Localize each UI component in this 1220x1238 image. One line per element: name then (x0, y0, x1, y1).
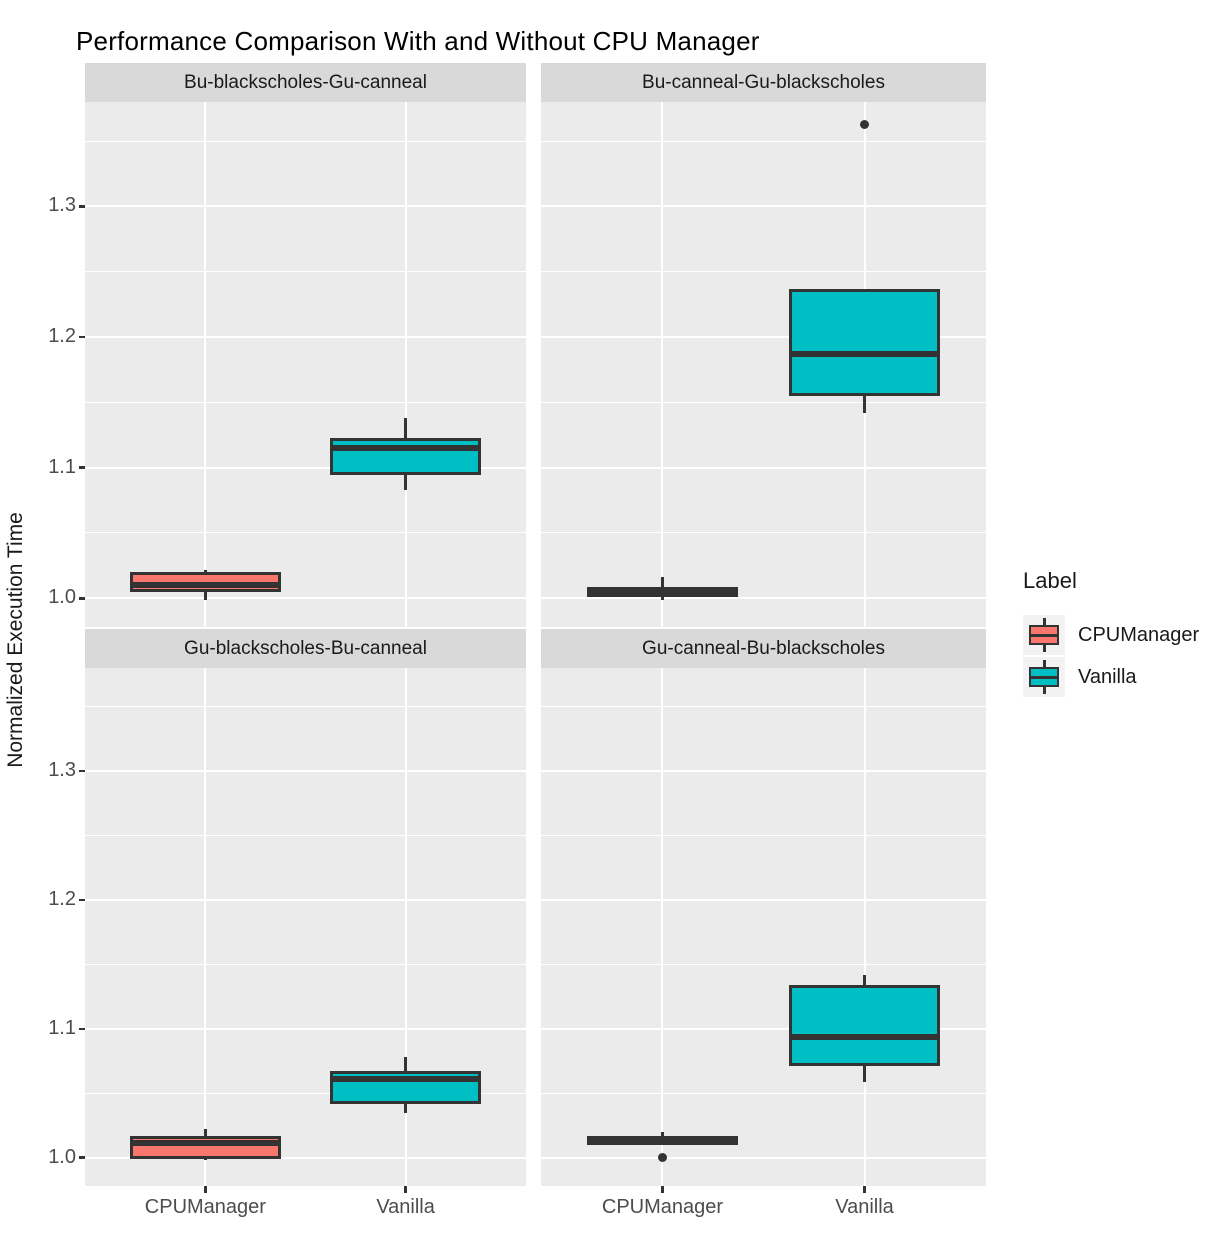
y-gridline-minor (85, 1092, 526, 1094)
boxplot-glyph-median (1031, 633, 1057, 637)
y-gridline-minor (85, 401, 526, 403)
y-tick-label: 1.3 (48, 194, 76, 217)
boxplot-median (792, 351, 937, 358)
y-gridline-minor (85, 835, 526, 836)
y-gridline-minor (85, 140, 526, 142)
x-tick-mark (661, 1186, 664, 1193)
facet-panel-top-left (85, 102, 526, 627)
y-gridline-minor (541, 140, 986, 142)
y-gridline-minor (541, 271, 986, 273)
y-gridline-minor (541, 401, 986, 403)
x-tick-label: CPUManager (144, 1196, 266, 1218)
y-tick-mark (79, 466, 85, 469)
y-tick-mark (79, 597, 85, 600)
y-gridline-major (85, 466, 526, 469)
y-gridline-major (85, 770, 526, 773)
boxplot-median (589, 1138, 735, 1145)
legend-key-cpumanager (1023, 615, 1065, 655)
x-gridline (404, 102, 407, 627)
x-gridline (863, 668, 866, 1186)
legend: Label CPUManager Vanilla (1023, 568, 1199, 698)
legend-label-cpumanager: CPUManager (1078, 623, 1200, 646)
boxplot-median (589, 589, 735, 595)
y-gridline-minor (541, 835, 986, 836)
boxplot-median (132, 1140, 278, 1147)
y-gridline-major (541, 770, 986, 773)
y-tick-label: 1.2 (48, 325, 76, 348)
y-tick-mark (79, 1156, 85, 1159)
y-gridline-major (541, 205, 986, 208)
y-tick-label: 1.1 (48, 455, 76, 478)
legend-entry-vanilla: Vanilla (1023, 656, 1199, 698)
y-gridline-minor (541, 532, 986, 534)
y-gridline-major (85, 1156, 526, 1159)
y-tick-mark (79, 769, 85, 773)
y-tick-mark (79, 205, 85, 208)
y-gridline-major (541, 597, 986, 600)
boxplot-box-cpumanager (129, 1135, 281, 1159)
y-gridline-minor (85, 706, 526, 708)
x-gridline (404, 668, 407, 1186)
x-tick-label: Vanilla (835, 1196, 894, 1218)
x-gridline (661, 102, 664, 627)
boxplot-outlier (657, 1153, 667, 1163)
x-tick-label: Vanilla (376, 1196, 435, 1218)
chart-title: Performance Comparison With and Without … (76, 26, 760, 56)
x-gridline (204, 668, 207, 1186)
facet-strip-top-right: Bu-canneal-Gu-blackscholes (541, 63, 986, 102)
y-gridline-major (541, 336, 986, 339)
legend-entry-cpumanager: CPUManager (1023, 614, 1199, 656)
y-gridline-minor (541, 963, 986, 965)
y-axis-title: Normalized Execution Time (4, 512, 27, 768)
x-gridline (661, 668, 664, 1186)
y-tick-label: 1.0 (48, 586, 76, 609)
y-gridline-major (541, 1027, 986, 1030)
boxplot-median (132, 582, 278, 589)
x-tick-mark (863, 1186, 866, 1193)
facet-strip-bottom-left: Gu-blackscholes-Bu-canneal (85, 629, 526, 668)
y-gridline-major (541, 1156, 986, 1159)
y-gridline-major (85, 1027, 526, 1030)
y-tick-mark (79, 898, 85, 902)
boxplot-glyph-median (1031, 675, 1057, 679)
boxplot-outlier (860, 119, 869, 129)
boxplot-median (333, 1076, 479, 1083)
y-gridline-major (85, 205, 526, 208)
y-tick-label: 1.3 (48, 759, 76, 782)
boxplot-box-vanilla (330, 437, 482, 476)
y-gridline-major (541, 898, 986, 901)
legend-title: Label (1023, 568, 1077, 593)
y-tick-mark (79, 1027, 85, 1031)
y-gridline-major (85, 898, 526, 901)
boxplot-box-vanilla (789, 984, 940, 1067)
y-tick-label: 1.0 (48, 1145, 76, 1168)
facet-panel-bottom-left (85, 668, 526, 1186)
x-tick-mark (404, 1186, 407, 1193)
y-tick-mark (79, 335, 85, 339)
y-gridline-minor (85, 963, 526, 965)
y-gridline-major (85, 597, 526, 600)
x-gridline (204, 102, 207, 627)
x-tick-label: CPUManager (601, 1196, 724, 1218)
y-gridline-minor (85, 271, 526, 273)
y-gridline-major (85, 336, 526, 339)
legend-label-vanilla: Vanilla (1078, 665, 1137, 688)
x-tick-mark (204, 1186, 207, 1193)
facet-panel-top-right (541, 102, 986, 627)
boxplot-median (333, 445, 479, 452)
y-tick-label: 1.1 (48, 1016, 76, 1039)
y-gridline-minor (85, 532, 526, 534)
y-tick-label: 1.2 (48, 887, 76, 910)
y-gridline-major (541, 466, 986, 469)
boxplot-box-vanilla (789, 288, 940, 396)
y-gridline-minor (541, 1092, 986, 1094)
facet-strip-top-left: Bu-blackscholes-Gu-canneal (85, 63, 526, 102)
boxplot-median (792, 1033, 937, 1040)
legend-key-vanilla (1023, 657, 1065, 697)
facet-strip-bottom-right: Gu-canneal-Bu-blackscholes (541, 629, 986, 668)
facet-panel-bottom-right (541, 668, 986, 1186)
y-gridline-minor (541, 706, 986, 708)
